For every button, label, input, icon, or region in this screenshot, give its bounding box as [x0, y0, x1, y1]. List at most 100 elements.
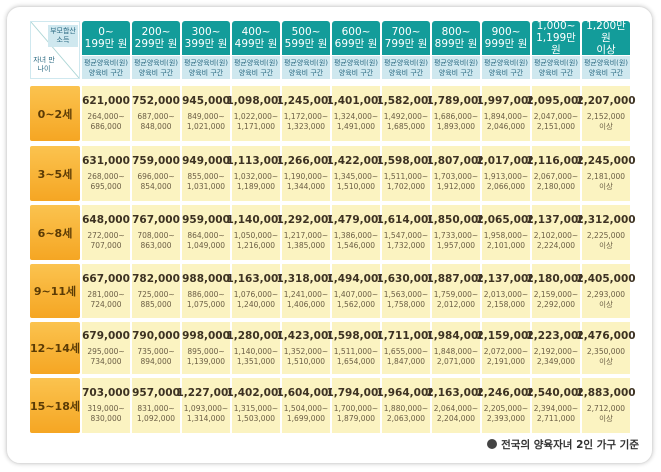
row-label: 6~8세: [30, 205, 80, 260]
range-low: 735,000~: [137, 346, 175, 356]
range-high: 1,562,000: [336, 299, 376, 309]
cell: 957,000 831,000~ 1,092,000: [132, 378, 180, 433]
avg-cost: 1,423,000: [276, 329, 336, 342]
subheader-avg: 평균양육비(원): [433, 58, 479, 67]
range-low: 1,345,000~: [333, 172, 379, 181]
column-header-line1: 1,200만 원: [586, 20, 626, 44]
cell: 1,850,000 1,733,000~ 1,957,000: [426, 205, 486, 260]
cell: 1,163,000 1,076,000~ 1,240,000: [226, 264, 286, 318]
range-low: 2,205,000~: [483, 404, 529, 413]
column-header-line1: 300~: [191, 26, 221, 38]
cell: 1,266,000 1,190,000~ 1,344,000: [276, 146, 336, 201]
avg-cost: 648,000: [82, 214, 130, 226]
column-header-line1: 500~: [291, 26, 321, 38]
range-low: 1,733,000~: [433, 231, 479, 240]
subheader-avg: 평균양육비(원): [183, 58, 229, 67]
range-high: 1,171,000: [236, 122, 276, 131]
avg-cost: 1,401,000: [326, 95, 386, 107]
column-header-line1: 900~: [491, 26, 521, 38]
range-low: 1,407,000~: [333, 289, 379, 299]
avg-cost: 1,614,000: [376, 214, 436, 226]
range-high: 2,204,000: [436, 414, 476, 423]
avg-cost: 1,984,000: [426, 329, 486, 342]
range-high: 1,503,000: [236, 414, 276, 423]
cell: 1,401,000 1,324,000~ 1,491,000: [326, 86, 386, 141]
column-header: 900~ 999만 원: [482, 21, 530, 55]
range-low: 272,000~: [87, 231, 125, 240]
range-low: 1,686,000~: [433, 112, 479, 121]
cell: 2,163,000 2,064,000~ 2,204,000: [426, 378, 486, 433]
corner-bottom: 자녀 만 나이: [33, 56, 55, 73]
range-high: 2,101,000: [486, 241, 526, 250]
cell: 1,582,000 1,492,000~ 1,685,000: [376, 86, 436, 141]
range-low: 1,655,000~: [383, 346, 429, 356]
avg-cost: 1,964,000: [376, 387, 436, 399]
cell: 648,000 272,000~ 707,000: [82, 205, 130, 260]
column-subheader: 평균양육비(원) 양육비 구간: [382, 56, 430, 79]
range-low: 1,032,000~: [233, 172, 279, 181]
subheader-avg: 평균양육비(원): [233, 58, 279, 67]
subheader-avg: 평균양육비(원): [483, 58, 529, 67]
range-high: 848,000: [140, 122, 172, 131]
range-high: 2,158,000: [486, 299, 526, 309]
avg-cost: 782,000: [132, 272, 180, 285]
avg-cost: 759,000: [132, 155, 180, 167]
range-high: 894,000: [140, 356, 172, 366]
cell: 1,227,000 1,093,000~ 1,314,000: [176, 378, 236, 433]
avg-cost: 2,095,000: [526, 95, 586, 107]
avg-cost: 1,807,000: [426, 155, 486, 167]
column-header: 1,000~ 1,199만 원: [532, 20, 580, 56]
range-low: 281,000~: [87, 289, 125, 299]
column-header-line2: 499만 원: [234, 38, 278, 50]
avg-cost: 1,494,000: [326, 272, 386, 285]
cell: 2,207,000 2,152,000 이상: [576, 86, 636, 141]
avg-cost: 1,163,000: [226, 272, 286, 285]
subheader-avg: 평균양육비(원): [133, 58, 179, 67]
column-header: 800~ 899만 원: [432, 21, 480, 55]
column-header-line2: 799만 원: [384, 38, 428, 50]
avg-cost: 2,405,000: [576, 272, 636, 285]
range-low: 1,913,000~: [483, 172, 529, 181]
range-low: 687,000~: [137, 112, 175, 121]
column-subheader: 평균양육비(원) 양육비 구간: [182, 56, 230, 79]
row-label: 3~5세: [30, 146, 80, 201]
cell: 2,405,000 2,293,000 이상: [576, 264, 636, 318]
avg-cost: 2,312,000: [576, 214, 636, 226]
cell: 767,000 708,000~ 863,000: [132, 205, 180, 260]
row-label: 9~11세: [30, 264, 80, 318]
cell: 1,140,000 1,050,000~ 1,216,000: [226, 205, 286, 260]
subheader-range: 양육비 구간: [238, 68, 274, 77]
range-high: 1,385,000: [286, 241, 326, 250]
avg-cost: 1,318,000: [276, 272, 336, 285]
range-low: 2,350,000: [586, 346, 626, 356]
range-high: 734,000: [90, 356, 122, 366]
subheader-avg: 평균양육비(원): [83, 58, 129, 67]
range-low: 268,000~: [87, 172, 125, 181]
subheader-range: 양육비 구간: [438, 68, 474, 77]
cell: 1,423,000 1,352,000~ 1,510,000: [276, 322, 336, 374]
range-low: 1,022,000~: [233, 112, 279, 121]
avg-cost: 1,402,000: [226, 387, 286, 399]
range-high: 이상: [599, 356, 613, 366]
column-subheader: 평균양육비(원) 양육비 구간: [482, 56, 530, 79]
column-header-line2: 599만 원: [284, 38, 328, 50]
avg-cost: 2,163,000: [426, 387, 486, 399]
cell: 1,997,000 1,894,000~ 2,046,000: [476, 86, 536, 141]
range-high: 1,351,000: [236, 356, 276, 366]
avg-cost: 1,711,000: [376, 329, 436, 342]
cell: 2,137,000 2,013,000~ 2,158,000: [476, 264, 536, 318]
column-subheader: 평균양육비(원) 양육비 구간: [332, 56, 380, 79]
avg-cost: 2,137,000: [476, 272, 536, 285]
range-low: 1,511,000~: [383, 172, 429, 181]
range-high: 2,012,000: [436, 299, 476, 309]
cell: 1,098,000 1,022,000~ 1,171,000: [226, 86, 286, 141]
range-high: 1,847,000: [386, 356, 426, 366]
avg-cost: 752,000: [132, 95, 180, 107]
range-high: 이상: [599, 182, 613, 191]
range-low: 1,076,000~: [233, 289, 279, 299]
range-high: 2,711,000: [536, 414, 576, 423]
column-subheader: 평균양육비(원) 양육비 구간: [82, 56, 130, 79]
column-header-line2: 1,199만 원: [536, 32, 576, 56]
avg-cost: 1,630,000: [376, 272, 436, 285]
range-high: 863,000: [140, 241, 172, 250]
